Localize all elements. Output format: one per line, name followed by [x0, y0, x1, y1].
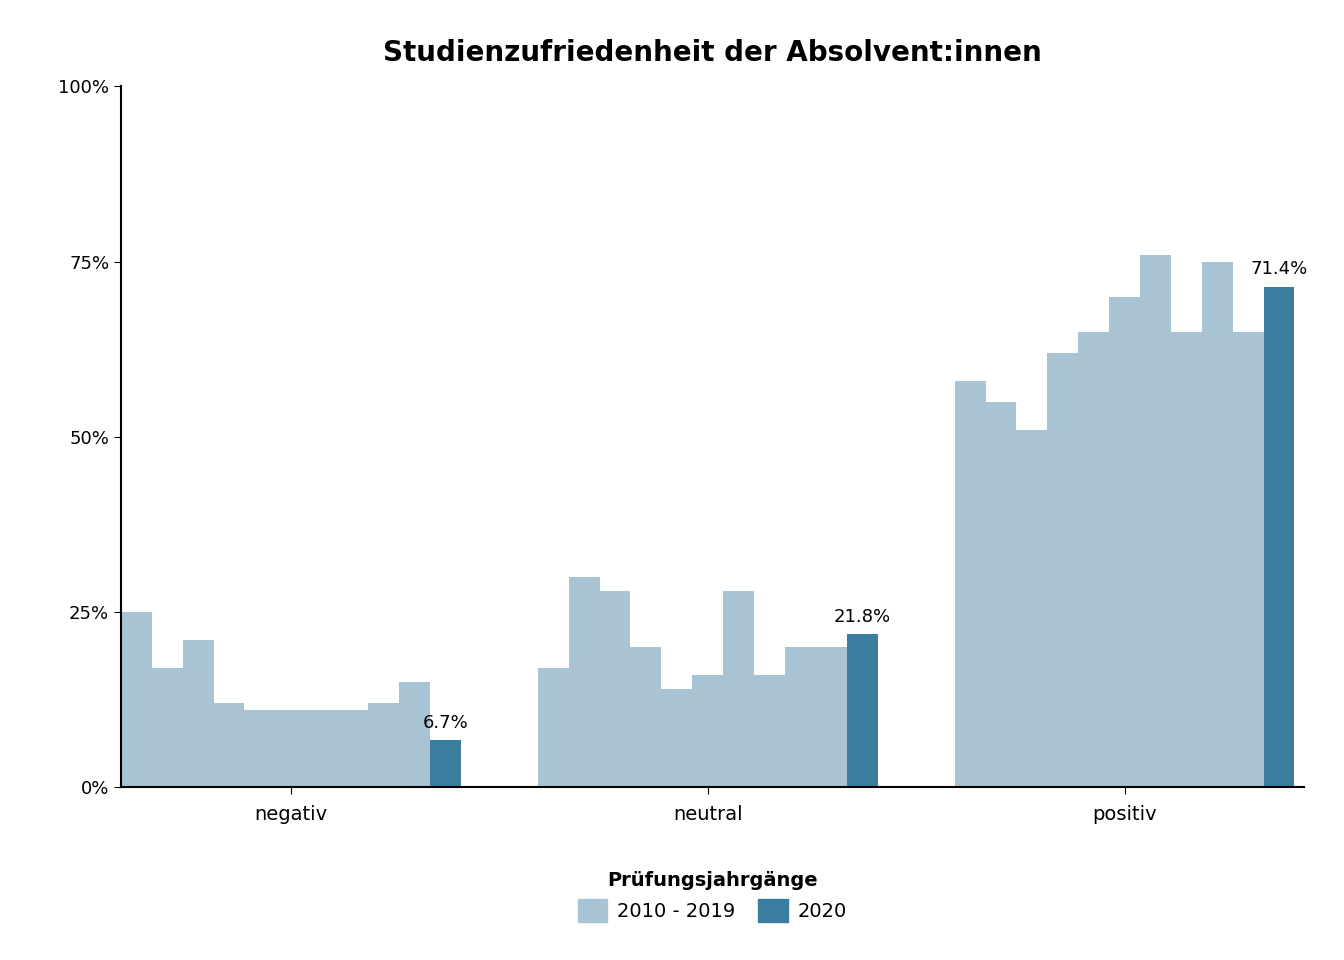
- Bar: [569, 577, 599, 787]
- Bar: [121, 612, 152, 787]
- Text: 6.7%: 6.7%: [422, 714, 468, 732]
- Bar: [245, 710, 276, 787]
- Text: 71.4%: 71.4%: [1250, 260, 1308, 278]
- Bar: [430, 740, 461, 787]
- Bar: [1263, 287, 1294, 787]
- Bar: [276, 710, 306, 787]
- Bar: [723, 591, 754, 787]
- Legend: 2010 - 2019, 2020: 2010 - 2019, 2020: [569, 861, 856, 931]
- Bar: [847, 635, 878, 787]
- Text: 21.8%: 21.8%: [833, 608, 891, 626]
- Bar: [954, 381, 985, 787]
- Bar: [1016, 430, 1047, 787]
- Bar: [337, 710, 368, 787]
- Bar: [816, 647, 847, 787]
- Bar: [183, 640, 214, 787]
- Bar: [1171, 331, 1202, 787]
- Bar: [599, 591, 630, 787]
- Bar: [1140, 254, 1171, 787]
- Bar: [306, 710, 337, 787]
- Title: Studienzufriedenheit der Absolvent:innen: Studienzufriedenheit der Absolvent:innen: [383, 39, 1042, 67]
- Bar: [152, 668, 183, 787]
- Bar: [630, 647, 661, 787]
- Bar: [368, 703, 399, 787]
- Bar: [985, 401, 1016, 787]
- Bar: [538, 668, 569, 787]
- Bar: [1047, 352, 1078, 787]
- Bar: [399, 682, 430, 787]
- Bar: [692, 675, 723, 787]
- Bar: [1232, 331, 1263, 787]
- Bar: [661, 689, 692, 787]
- Bar: [754, 675, 785, 787]
- Bar: [1202, 261, 1232, 787]
- Bar: [1109, 297, 1140, 787]
- Bar: [785, 647, 816, 787]
- Bar: [1078, 331, 1109, 787]
- Bar: [214, 703, 245, 787]
